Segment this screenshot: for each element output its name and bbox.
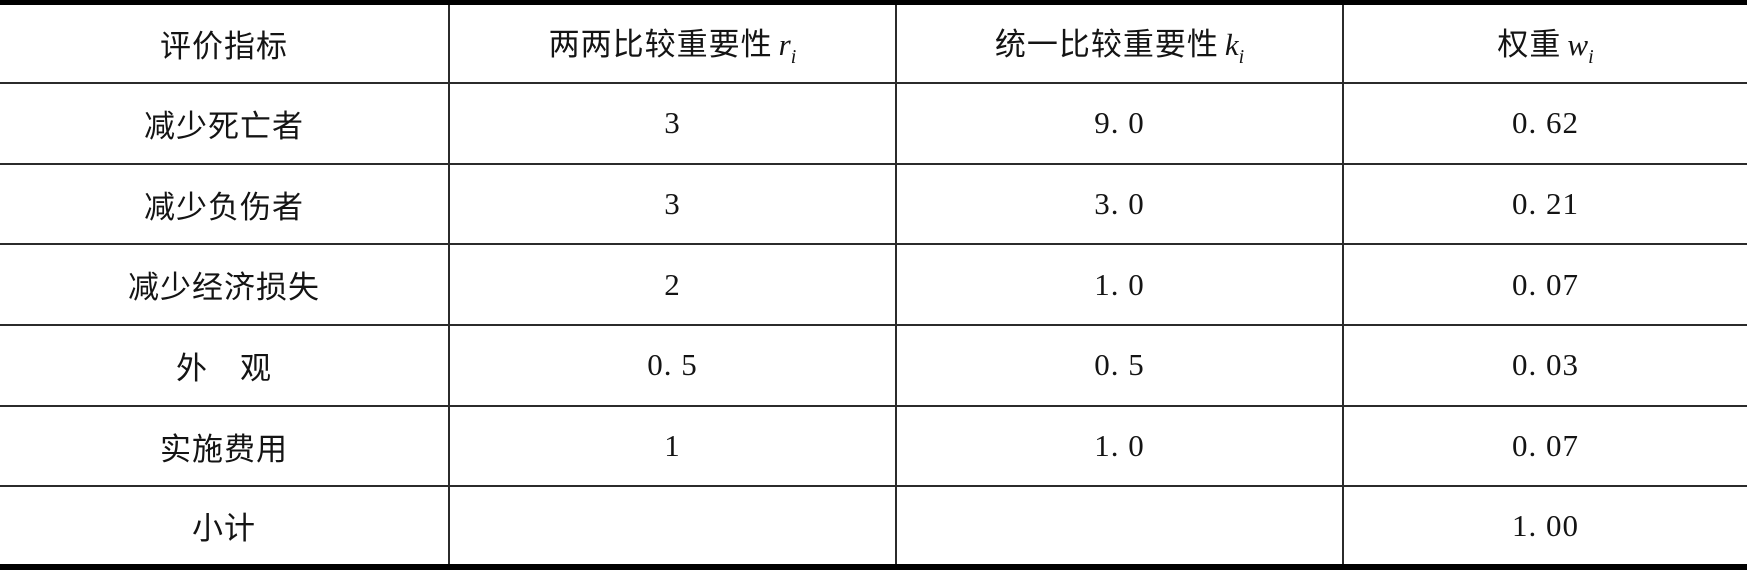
table-row: 实施费用 1 1. 0 0. 07: [0, 404, 1747, 487]
table-row: 外 观 0. 5 0. 5 0. 03: [0, 324, 1747, 406]
cell-unified: 1. 0: [895, 243, 1344, 326]
cell-unified: 3. 0: [895, 162, 1344, 245]
pairwise-variable-subscript: i: [790, 45, 797, 68]
cell-pairwise: [447, 485, 897, 567]
col-header-weight-label: 权重: [1497, 26, 1562, 62]
unified-variable: k: [1224, 26, 1239, 62]
pairwise-variable: r: [778, 26, 791, 62]
col-header-unified-label: 统一比较重要性: [994, 26, 1219, 62]
weight-variable: w: [1567, 26, 1589, 62]
col-header-unified: 统一比较重要性 ki: [895, 2, 1344, 84]
cell-indicator: 小计: [0, 485, 449, 567]
cell-indicator: 减少经济损失: [0, 243, 449, 326]
cell-weight: 0. 62: [1342, 82, 1747, 164]
cell-pairwise: 0. 5: [447, 324, 897, 406]
cell-weight: 0. 21: [1342, 162, 1747, 245]
cell-pairwise: 2: [447, 243, 897, 326]
col-header-weight: 权重 wi: [1342, 2, 1747, 84]
table-header-row: 评价指标 两两比较重要性 ri 统一比较重要性 ki 权重 wi: [0, 2, 1747, 84]
table-row: 减少负伤者 3 3. 0 0. 21: [0, 162, 1747, 245]
table-row: 减少经济损失 2 1. 0 0. 07: [0, 243, 1747, 326]
col-header-indicator-label: 评价指标: [159, 29, 288, 65]
col-header-pairwise-label: 两两比较重要性: [548, 26, 773, 62]
cell-indicator: 实施费用: [0, 404, 449, 487]
weight-variable-subscript: i: [1588, 45, 1594, 68]
cell-pairwise: 3: [447, 82, 897, 164]
cell-indicator: 减少负伤者: [0, 162, 449, 245]
cell-unified: 1. 0: [895, 404, 1344, 487]
cell-indicator: 减少死亡者: [0, 82, 449, 164]
cell-weight: 0. 07: [1342, 404, 1747, 487]
table-row: 减少死亡者 3 9. 0 0. 62: [0, 82, 1747, 164]
col-header-indicator: 评价指标: [0, 3, 449, 84]
unified-variable-subscript: i: [1238, 45, 1245, 68]
cell-unified: [895, 485, 1344, 567]
cell-unified: 0. 5: [895, 324, 1344, 406]
cell-unified: 9. 0: [895, 82, 1344, 164]
cell-indicator: 外 观: [0, 324, 449, 406]
table-row-subtotal: 小计 1. 00: [0, 485, 1747, 567]
cell-weight: 1. 00: [1342, 485, 1747, 567]
col-header-pairwise: 两两比较重要性 ri: [447, 2, 897, 84]
cell-pairwise: 3: [447, 162, 897, 245]
cell-weight: 0. 03: [1342, 324, 1747, 406]
cell-weight: 0. 07: [1342, 243, 1747, 326]
cell-pairwise: 1: [447, 404, 897, 487]
